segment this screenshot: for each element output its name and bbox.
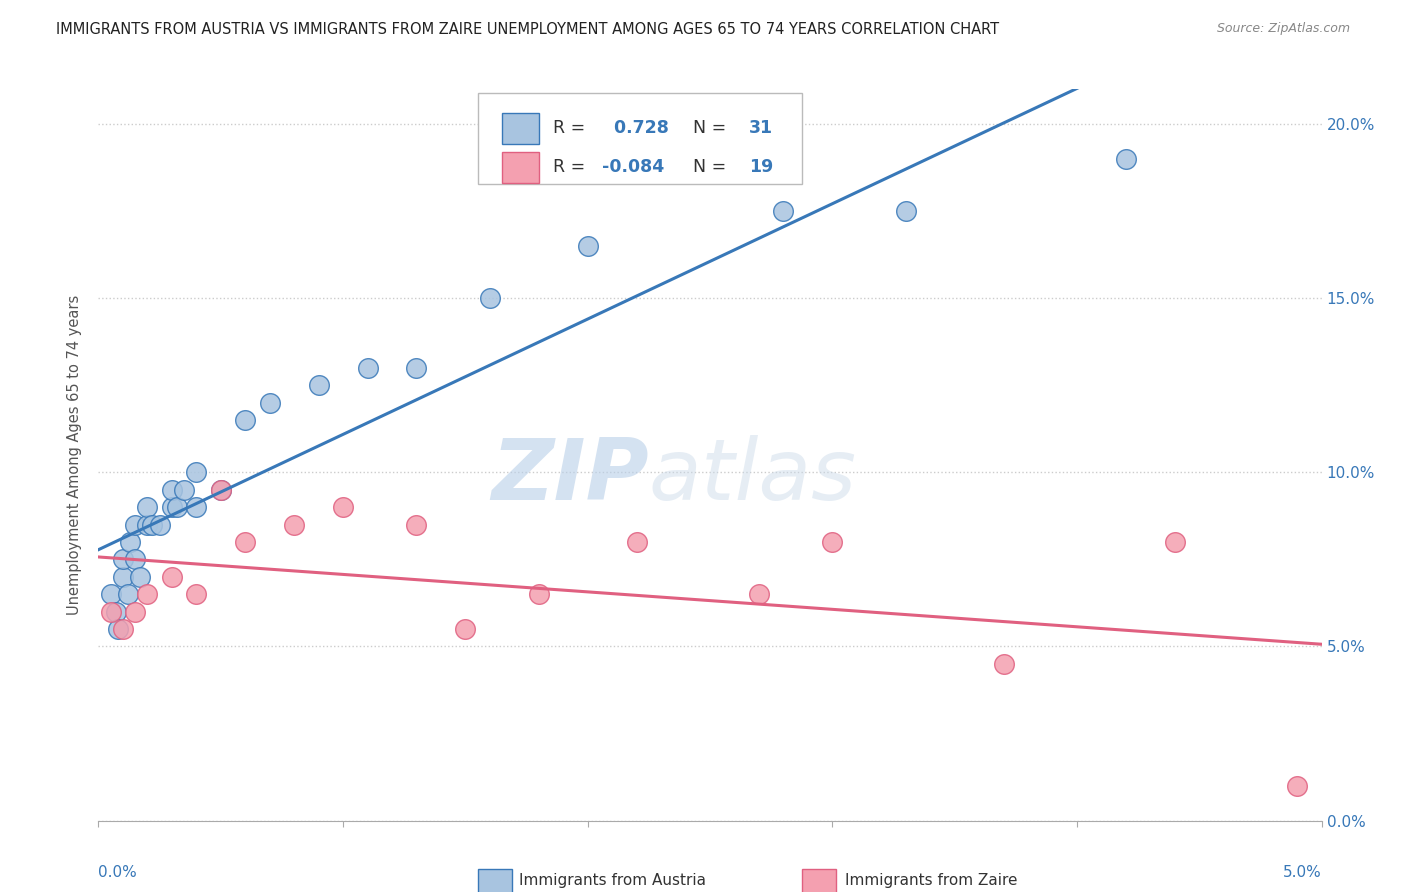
Text: N =: N = [682, 120, 731, 137]
Point [283, 517, 305, 532]
Text: R =: R = [554, 158, 591, 177]
Text: 5.0%: 5.0% [1282, 864, 1322, 880]
Point [259, 395, 281, 409]
Point [576, 239, 599, 253]
Text: -0.084: -0.084 [602, 158, 665, 177]
Point [141, 517, 163, 532]
Point [104, 605, 127, 619]
Point [136, 517, 159, 532]
Point [1115, 152, 1137, 166]
FancyBboxPatch shape [502, 152, 538, 183]
Point [308, 378, 330, 392]
Point [166, 500, 188, 515]
Point [111, 552, 134, 566]
Point [821, 535, 844, 549]
FancyBboxPatch shape [478, 869, 512, 892]
Point [111, 570, 134, 584]
Point [233, 413, 256, 427]
Point [107, 622, 129, 636]
Text: 0.0%: 0.0% [98, 864, 138, 880]
Point [626, 535, 648, 549]
FancyBboxPatch shape [502, 113, 538, 144]
Point [160, 483, 183, 497]
Text: 31: 31 [749, 120, 773, 137]
Text: atlas: atlas [650, 435, 856, 518]
Point [209, 483, 232, 497]
Point [117, 587, 139, 601]
Point [149, 517, 172, 532]
Point [160, 500, 183, 515]
Point [124, 552, 146, 566]
Point [100, 605, 122, 619]
Point [233, 535, 256, 549]
Point [772, 204, 794, 219]
Point [129, 570, 152, 584]
FancyBboxPatch shape [801, 869, 837, 892]
Point [100, 587, 122, 601]
Point [894, 204, 917, 219]
Text: IMMIGRANTS FROM AUSTRIA VS IMMIGRANTS FROM ZAIRE UNEMPLOYMENT AMONG AGES 65 TO 7: IMMIGRANTS FROM AUSTRIA VS IMMIGRANTS FR… [56, 22, 1000, 37]
FancyBboxPatch shape [478, 93, 801, 185]
Point [405, 517, 427, 532]
Point [160, 570, 183, 584]
Point [136, 587, 159, 601]
Point [111, 622, 134, 636]
Point [186, 466, 208, 480]
Point [124, 605, 146, 619]
Text: ZIP: ZIP [491, 435, 650, 518]
Text: R =: R = [554, 120, 591, 137]
Text: Immigrants from Austria: Immigrants from Austria [519, 873, 706, 888]
Point [356, 360, 378, 375]
Point [136, 500, 159, 515]
Y-axis label: Unemployment Among Ages 65 to 74 years: Unemployment Among Ages 65 to 74 years [67, 294, 83, 615]
Text: Source: ZipAtlas.com: Source: ZipAtlas.com [1216, 22, 1350, 36]
Point [1286, 779, 1309, 793]
Text: N =: N = [682, 158, 731, 177]
Point [186, 587, 208, 601]
Point [478, 291, 501, 305]
Point [173, 483, 195, 497]
Point [405, 360, 427, 375]
Point [120, 535, 142, 549]
Point [186, 500, 208, 515]
Point [993, 657, 1015, 671]
Text: Immigrants from Zaire: Immigrants from Zaire [845, 873, 1017, 888]
Point [454, 622, 477, 636]
Point [527, 587, 550, 601]
Point [124, 517, 146, 532]
Point [1164, 535, 1187, 549]
Point [209, 483, 232, 497]
Point [332, 500, 354, 515]
Text: 19: 19 [749, 158, 773, 177]
Point [748, 587, 770, 601]
Text: 0.728: 0.728 [602, 120, 669, 137]
